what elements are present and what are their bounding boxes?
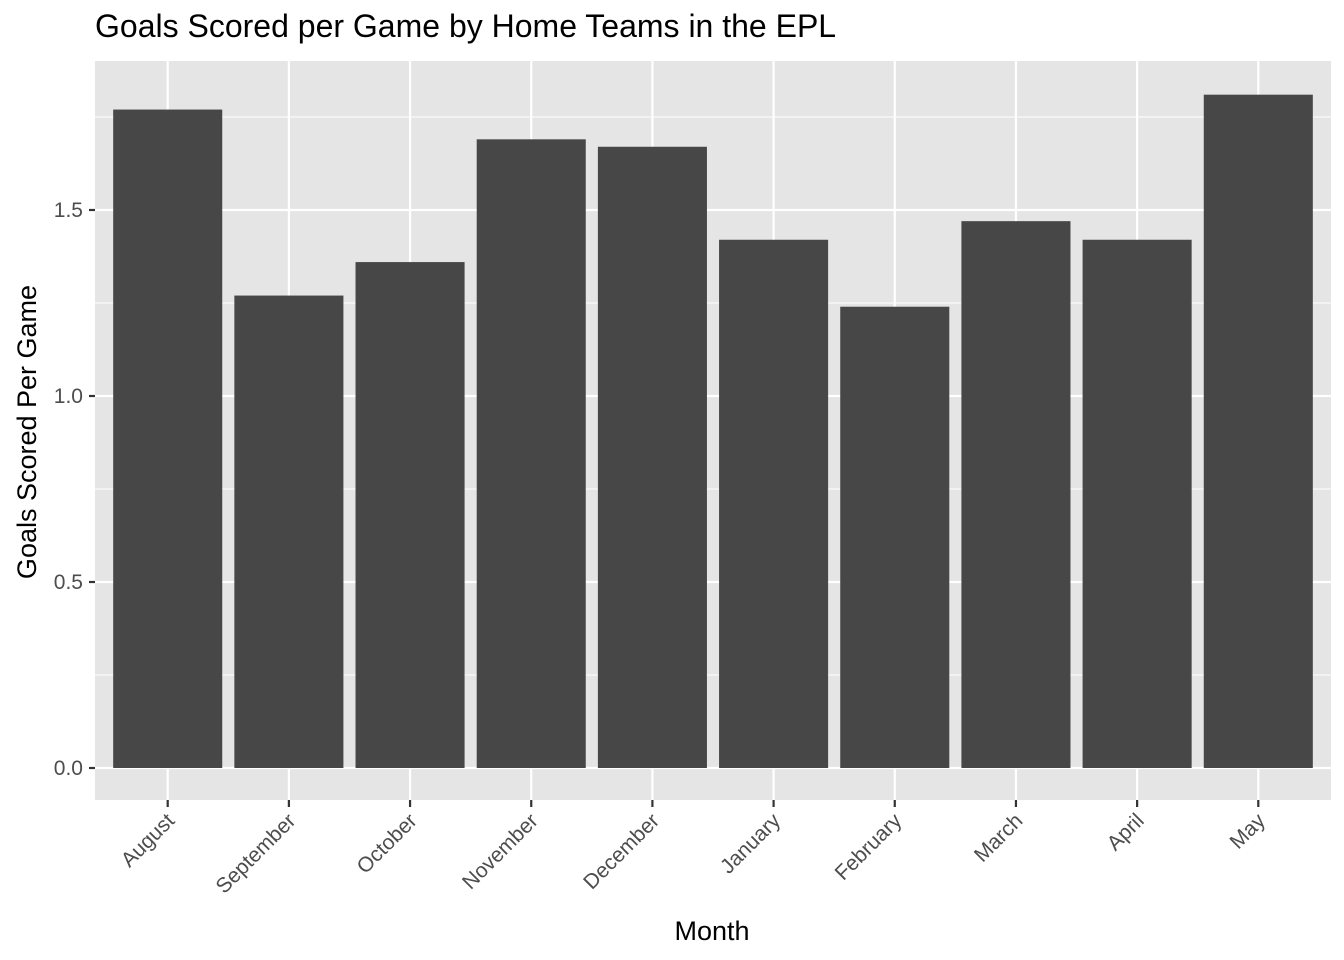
y-axis-title: Goals Scored Per Game xyxy=(12,285,42,579)
x-axis: August September October November December Ja… xyxy=(117,800,1270,898)
x-tick-label: November xyxy=(458,809,543,894)
x-tick-label: August xyxy=(117,809,180,872)
y-tick-label: 1.5 xyxy=(54,199,83,222)
x-tick-label: March xyxy=(970,809,1028,867)
y-axis: 0.0 0.5 1.0 1.5 xyxy=(54,199,95,780)
bar-august xyxy=(113,109,223,768)
chart-title: Goals Scored per Game by Home Teams in t… xyxy=(95,8,837,44)
y-tick-label: 0.5 xyxy=(54,571,83,594)
bar-may xyxy=(1203,94,1313,769)
x-tick-label: January xyxy=(716,809,785,878)
bar-february xyxy=(840,306,950,768)
bar-november xyxy=(476,139,586,768)
bar-january xyxy=(719,239,829,768)
x-tick-label: February xyxy=(831,809,907,885)
x-tick-label: September xyxy=(212,809,301,898)
y-tick-label: 0.0 xyxy=(54,757,83,780)
x-tick-label: October xyxy=(353,809,422,878)
x-axis-title: Month xyxy=(674,916,749,946)
bar-october xyxy=(355,262,465,768)
bar-december xyxy=(597,146,707,768)
bar-april xyxy=(1082,239,1192,768)
y-tick-label: 1.0 xyxy=(54,385,83,408)
x-tick-label: December xyxy=(579,809,664,894)
x-tick-label: April xyxy=(1103,809,1149,855)
bar-september xyxy=(234,295,344,768)
bars xyxy=(113,94,1313,769)
x-tick-label: May xyxy=(1226,809,1271,854)
bar-march xyxy=(961,221,1071,768)
